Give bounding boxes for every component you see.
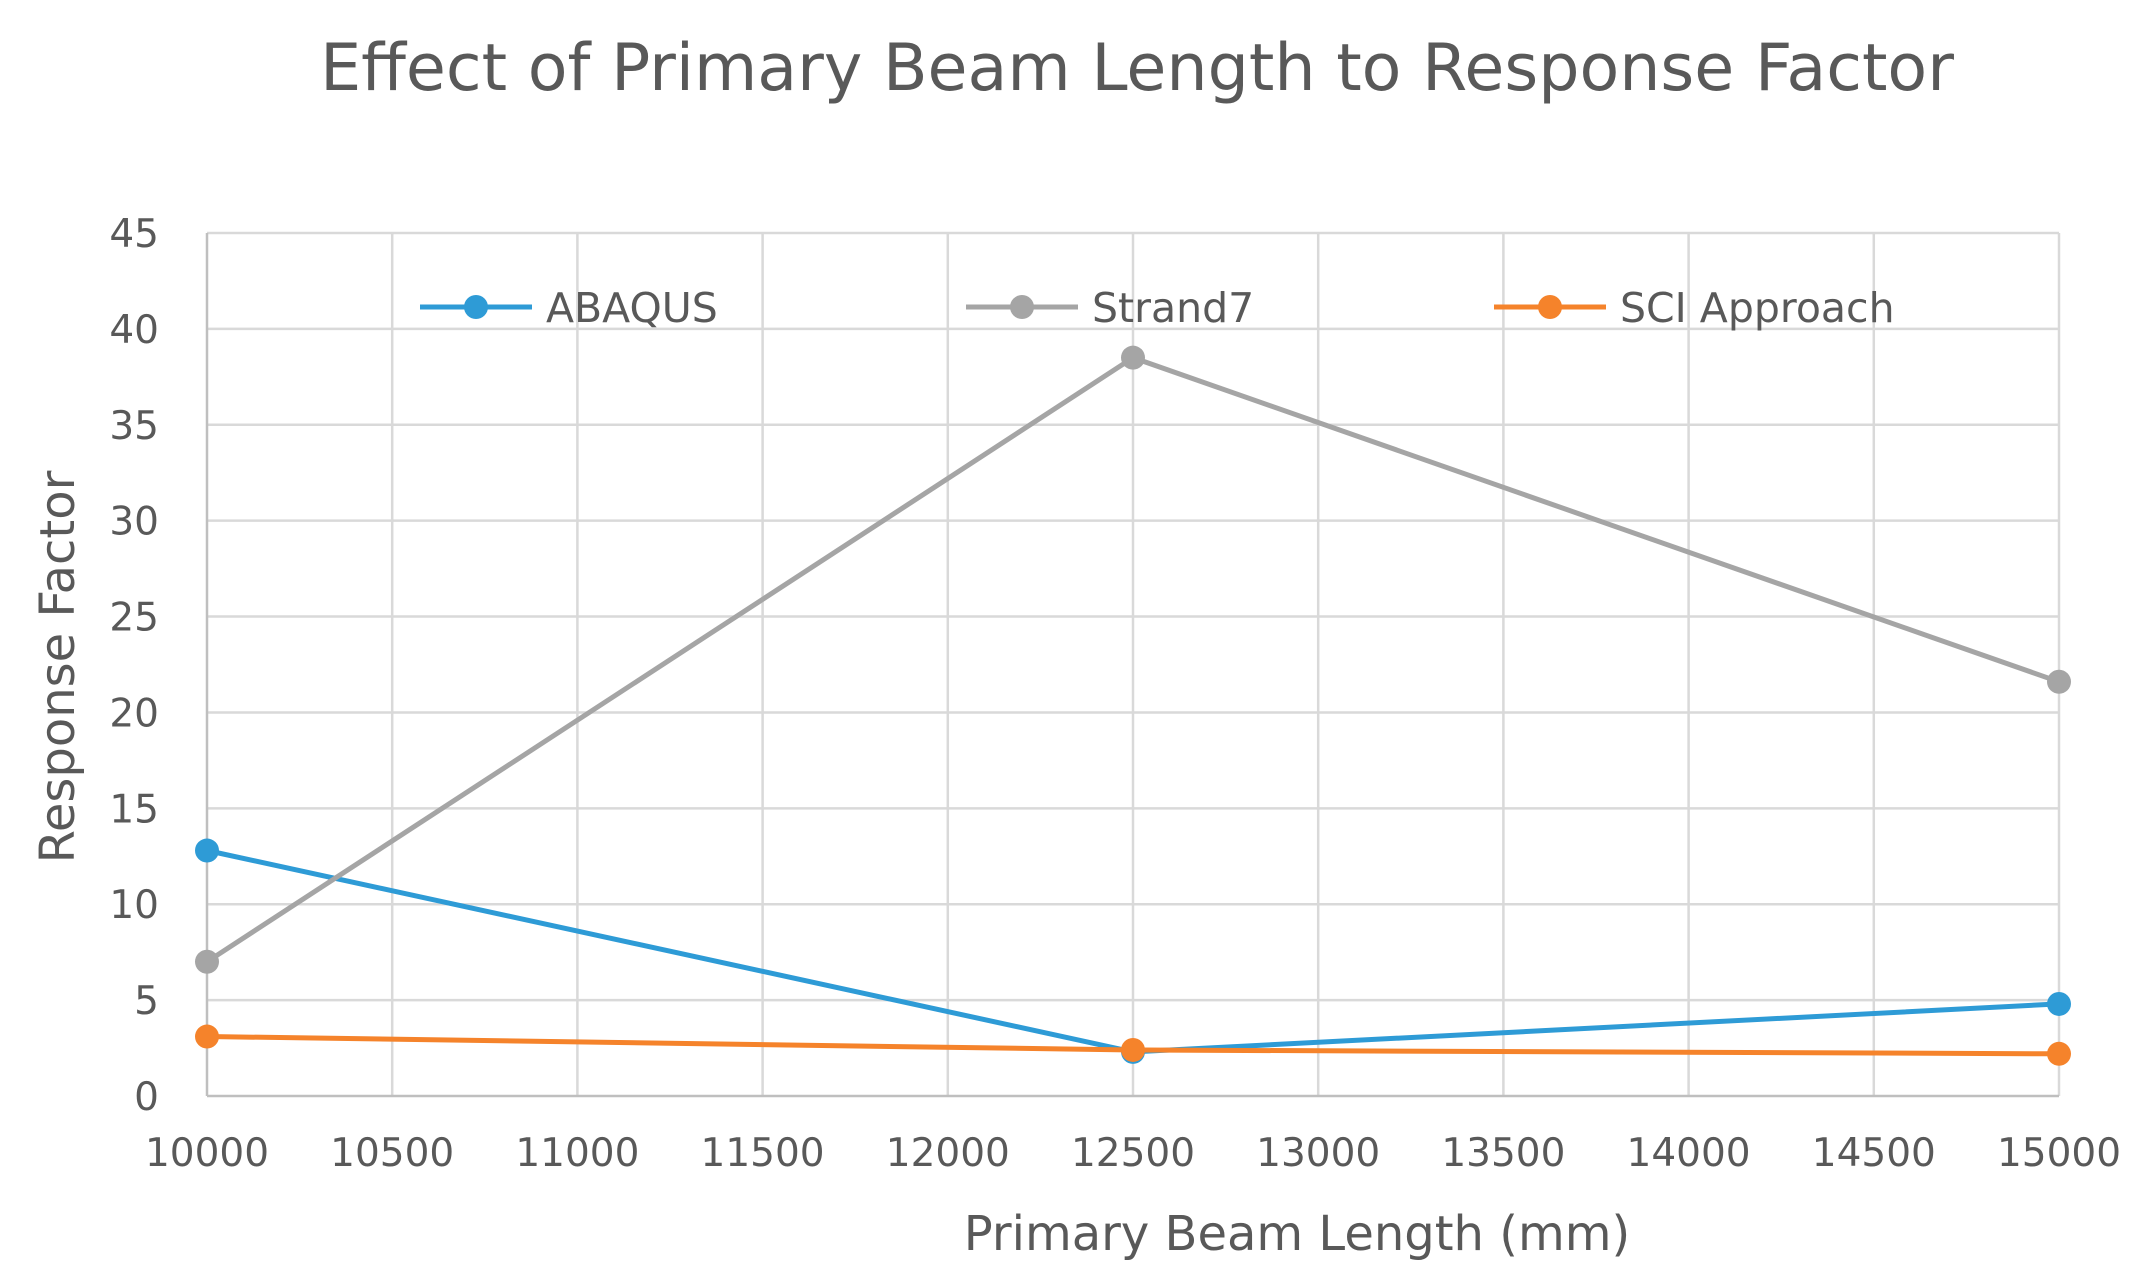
chart-title: Effect of Primary Beam Length to Respons… [320,31,1954,106]
legend-marker-abaqus [464,295,488,319]
x-tick-labels: 10000 10500 11000 11500 12000 12500 13000 13500… [145,1131,2121,1176]
legend-label-abaqus: ABAQUS [546,284,718,332]
y-tick-label: 20 [109,691,159,736]
y-tick-label: 40 [109,308,159,353]
data-point-strand7 [195,949,219,974]
x-tick-label: 11000 [515,1131,639,1176]
legend: ABAQUS Strand7 SCI Approach [420,284,1895,332]
x-tick-label: 14000 [1627,1131,1751,1176]
y-tick-label: 35 [109,404,159,449]
data-point-sci-approach [1121,1037,1145,1062]
y-tick-label: 30 [109,500,159,545]
x-tick-label: 12500 [1071,1131,1195,1176]
y-tick-label: 10 [109,883,159,928]
legend-item-sci-approach: SCI Approach [1494,284,1895,332]
grid-layer [207,231,2061,1096]
y-tick-label: 15 [109,787,159,832]
y-tick-label: 25 [109,596,159,641]
x-tick-label: 10000 [145,1131,269,1176]
series-layer [195,345,2071,1066]
x-tick-label: 13500 [1441,1131,1565,1176]
x-tick-label: 12000 [886,1131,1010,1176]
x-tick-label: 11500 [701,1131,825,1176]
legend-item-abaqus: ABAQUS [420,284,718,332]
y-axis-title: Response Factor [30,470,86,863]
data-point-abaqus [195,838,219,863]
y-tick-labels: 0 5 10 15 20 25 30 35 40 45 [109,212,159,1120]
x-tick-label: 14500 [1812,1131,1936,1176]
data-point-sci-approach [195,1024,219,1049]
y-tick-label: 45 [109,212,159,257]
data-point-strand7 [2047,669,2071,694]
legend-marker-sci-approach [1538,295,1562,319]
data-point-abaqus [2047,991,2071,1016]
x-axis-title: Primary Beam Length (mm) [964,1206,1630,1262]
y-tick-label: 5 [134,979,159,1024]
x-tick-label: 15000 [1997,1131,2121,1176]
x-tick-label: 13000 [1256,1131,1380,1176]
x-tick-label: 10500 [330,1131,454,1176]
legend-label-strand7: Strand7 [1092,284,1254,332]
y-tick-label: 0 [134,1075,159,1120]
legend-item-strand7: Strand7 [966,284,1254,332]
data-point-strand7 [1121,345,1145,370]
legend-marker-strand7 [1010,295,1034,319]
series-sci-approach [195,1024,2071,1066]
legend-label-sci-approach: SCI Approach [1620,284,1895,332]
data-point-sci-approach [2047,1041,2071,1066]
series-strand7 [195,345,2071,974]
